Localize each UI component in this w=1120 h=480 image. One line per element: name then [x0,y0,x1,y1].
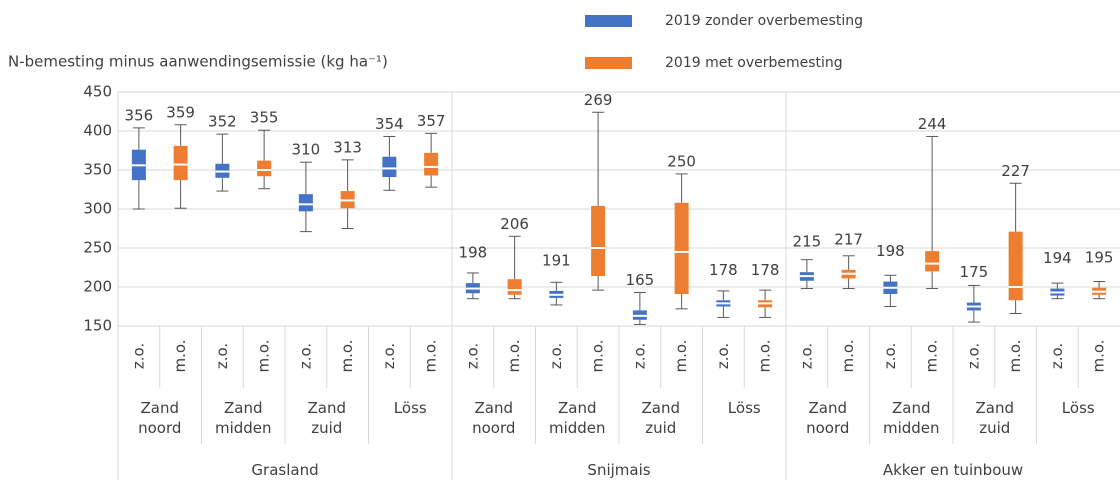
mean-label: 175 [960,263,989,281]
legend-label: 2019 zonder overbemesting [665,13,863,29]
category-label: Löss [727,399,761,417]
box [925,251,940,272]
mean-label: 165 [626,271,655,289]
x-tick-label: z.o. [881,343,899,369]
category-label: Zand midden [548,399,606,437]
box [424,152,439,176]
x-tick-label: z.o. [714,343,732,369]
mean-label: 191 [542,251,571,269]
x-tick-label: m.o. [672,339,690,372]
category-label: Zand zuid [641,399,681,437]
y-tick-label: 450 [83,83,112,101]
mean-label: 194 [1043,249,1072,267]
category-label: Löss [1061,399,1095,417]
x-tick-label: m.o. [839,339,857,372]
box [674,202,689,295]
category-label: Zand zuid [307,399,347,437]
group-label: Snijmais [587,461,651,479]
x-tick-label: m.o. [1006,339,1024,372]
x-tick-label: m.o. [756,339,774,372]
mean-label: 352 [208,113,237,131]
category-label: Zand noord [472,399,516,437]
x-tick-label: m.o. [255,339,273,372]
y-axis-title: N-bemesting minus aanwendingsemissie (kg… [8,53,388,71]
box [507,279,522,295]
y-tick-label: 400 [83,122,112,140]
mean-label: 198 [459,244,488,262]
group-label: Grasland [251,461,319,479]
x-tick-label: m.o. [505,339,523,372]
mean-label: 244 [918,115,947,133]
mean-label: 355 [250,109,279,127]
mean-label: 359 [166,103,195,121]
legend-swatch [585,15,632,27]
category-label: Zand zuid [975,399,1015,437]
category-label: Zand midden [214,399,272,437]
mean-label: 215 [793,233,822,251]
category-label: Löss [393,399,427,417]
x-tick-label: m.o. [422,339,440,372]
mean-label: 310 [292,141,321,159]
mean-label: 313 [333,138,362,156]
box [591,205,606,277]
box [382,156,397,178]
x-tick-label: z.o. [547,343,565,369]
y-tick-label: 150 [83,317,112,335]
y-tick-label: 350 [83,161,112,179]
group-label: Akker en tuinbouw [882,461,1024,479]
mean-label: 227 [1001,162,1030,180]
x-tick-label: z.o. [964,343,982,369]
mean-label: 354 [375,115,404,133]
legend-swatch [585,57,632,69]
x-tick-label: z.o. [463,343,481,369]
x-tick-label: m.o. [1090,339,1108,372]
legend-label: 2019 met overbemesting [665,55,843,71]
category-label: Zand midden [882,399,940,437]
x-tick-label: m.o. [923,339,941,372]
x-tick-label: z.o. [1048,343,1066,369]
x-tick-label: z.o. [630,343,648,369]
y-tick-label: 250 [83,239,112,257]
category-label: Zand noord [806,399,850,437]
mean-label: 198 [876,242,905,260]
mean-label: 356 [125,106,154,124]
box [173,145,188,181]
x-tick-label: m.o. [338,339,356,372]
mean-label: 178 [709,261,738,279]
box [298,194,313,212]
mean-label: 250 [667,152,696,170]
x-tick-label: m.o. [171,339,189,372]
x-tick-label: z.o. [797,343,815,369]
y-tick-label: 200 [83,278,112,296]
x-tick-label: z.o. [380,343,398,369]
x-tick-label: z.o. [296,343,314,369]
category-label: Zand noord [138,399,182,437]
box [1008,231,1023,301]
mean-label: 269 [584,91,613,109]
mean-label: 357 [417,112,446,130]
mean-label: 178 [751,261,780,279]
y-tick-label: 300 [83,200,112,218]
box [257,160,272,177]
mean-label: 206 [500,215,529,233]
x-tick-label: z.o. [213,343,231,369]
mean-label: 217 [834,230,863,248]
mean-label: 195 [1085,248,1114,266]
x-tick-label: z.o. [129,343,147,369]
x-tick-label: m.o. [589,339,607,372]
